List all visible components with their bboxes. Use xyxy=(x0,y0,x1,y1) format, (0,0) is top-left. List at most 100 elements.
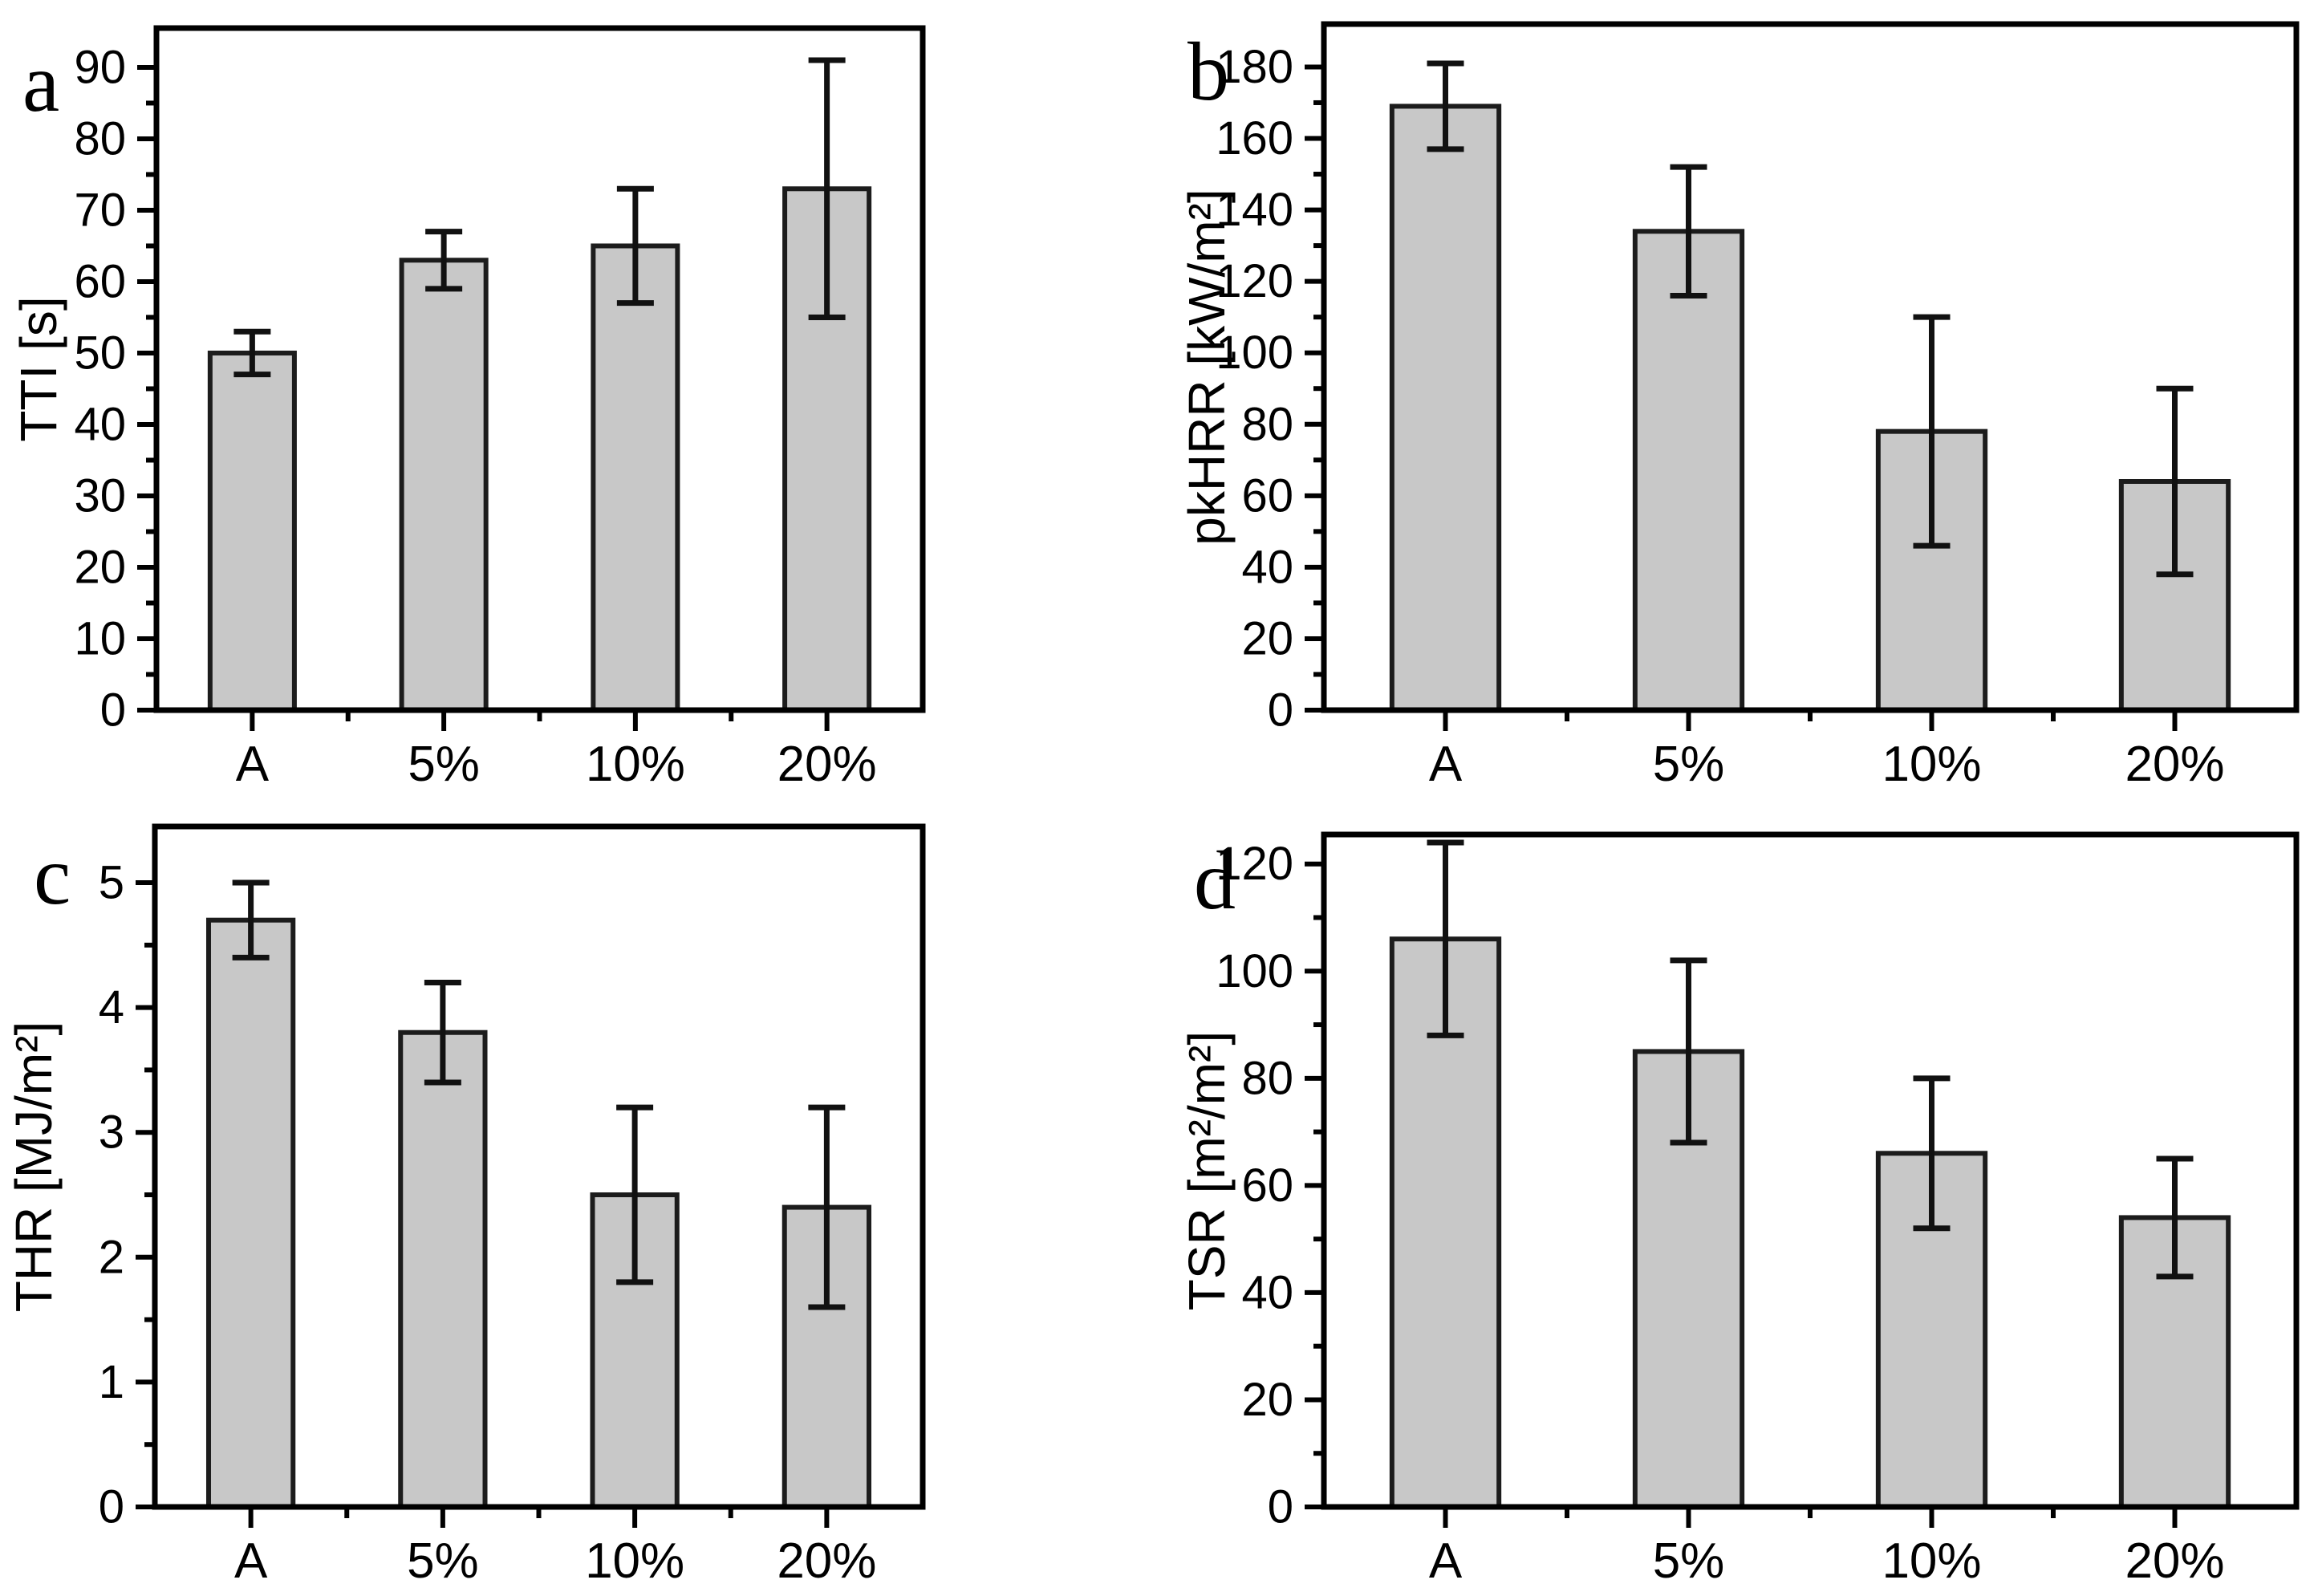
bar-A xyxy=(207,350,297,713)
x-category-label: 5% xyxy=(407,1533,479,1589)
y-tick-label: 90 xyxy=(74,41,126,93)
plot-frame xyxy=(153,25,926,713)
y-tick-label: 1 xyxy=(99,1356,124,1408)
error-bar-10% xyxy=(616,185,654,307)
error-bar-5% xyxy=(425,229,463,292)
y-axis: 0 1 2 3 4 5 xyxy=(99,857,155,1533)
bars xyxy=(1389,936,2231,1510)
bar-5% xyxy=(399,258,489,713)
plot-frame xyxy=(1321,831,2300,1510)
y-tick-label: 140 xyxy=(1216,184,1293,236)
y-tick-label: 0 xyxy=(99,1481,124,1533)
error-bar-10% xyxy=(1913,314,1951,549)
y-tick-label: 50 xyxy=(74,327,126,379)
panel-b: b 0 20 40 60 80 100 120 140 160 180 A 5% 10% 20% pkHRR… xyxy=(1157,0,2314,798)
y-tick-label: 20 xyxy=(1241,1374,1293,1426)
y-tick-label: 180 xyxy=(1216,41,1293,93)
error-bar-A xyxy=(1427,60,1464,152)
y-tick-label: 0 xyxy=(1268,684,1293,737)
y-axis-title: pkHRR [kW/m²] xyxy=(1178,189,1236,545)
x-axis: A 5% 10% 20% xyxy=(234,1507,876,1589)
y-tick-label: 60 xyxy=(1241,1159,1293,1212)
y-axis: 0 20 40 60 80 100 120 xyxy=(1216,838,1324,1533)
y-tick-label: 3 xyxy=(99,1107,124,1159)
panel-a-chart: 0 10 20 30 40 50 60 70 80 90 A 5% 10% 20% TTI [s] xyxy=(10,25,926,792)
y-axis: 0 10 20 30 40 50 60 70 80 90 xyxy=(74,41,156,737)
error-bar-5% xyxy=(1670,164,1707,298)
y-tick-label: 40 xyxy=(1241,541,1293,593)
x-category-label: 5% xyxy=(408,737,480,792)
bar-A xyxy=(205,917,296,1509)
plot-frame xyxy=(1321,21,2300,713)
y-axis: 0 20 40 60 80 100 120 140 160 180 xyxy=(1216,41,1324,737)
y-axis-title: TTI [s] xyxy=(10,296,67,441)
y-tick-label: 40 xyxy=(1241,1266,1293,1318)
y-tick-label: 100 xyxy=(1216,945,1293,997)
bars xyxy=(205,917,872,1509)
y-tick-label: 70 xyxy=(74,184,126,236)
y-axis-title: THR [MJ/m²] xyxy=(5,1021,63,1313)
panel-a-letter: a xyxy=(22,37,60,129)
error-bar-5% xyxy=(1670,957,1707,1146)
panel-d-chart: 0 20 40 60 80 100 120 A 5% 10% 20% TSR [m²/m²] xyxy=(1178,831,2300,1589)
x-category-label: A xyxy=(1429,737,1463,792)
panel-c-chart: 0 1 2 3 4 5 A 5% 10% 20% THR [MJ/m²] xyxy=(5,823,926,1589)
x-category-label: 20% xyxy=(2125,737,2224,792)
y-tick-label: 60 xyxy=(74,255,126,307)
y-tick-label: 80 xyxy=(1241,398,1293,450)
y-tick-label: 20 xyxy=(1241,612,1293,664)
error-bar-20% xyxy=(2156,385,2194,578)
bars xyxy=(207,186,872,713)
x-category-label: 10% xyxy=(585,1533,684,1589)
error-bar-20% xyxy=(808,1104,846,1310)
error-bar-A xyxy=(1427,839,1464,1038)
y-tick-label: 80 xyxy=(74,112,126,164)
x-category-label: 20% xyxy=(2125,1533,2224,1589)
y-tick-label: 4 xyxy=(99,981,124,1034)
y-tick-label: 100 xyxy=(1216,327,1293,379)
x-category-label: 20% xyxy=(777,1533,876,1589)
panel-b-chart: 0 20 40 60 80 100 120 140 160 180 A 5% 10% 20% pkHRR [… xyxy=(1178,21,2300,792)
error-bar-A xyxy=(232,879,270,960)
y-tick-label: 0 xyxy=(1268,1481,1293,1533)
x-category-label: A xyxy=(234,1533,268,1589)
error-bar-10% xyxy=(1913,1075,1951,1232)
panel-d: d 0 20 40 60 80 100 120 A 5% 10% 20% TSR [m²/m²] xyxy=(1157,798,2314,1596)
y-tick-label: 120 xyxy=(1216,255,1293,307)
y-tick-label: 160 xyxy=(1216,112,1293,164)
y-tick-label: 0 xyxy=(100,684,126,737)
x-category-label: 5% xyxy=(1653,737,1725,792)
error-bars xyxy=(1427,60,2194,578)
y-tick-label: 30 xyxy=(74,469,126,522)
error-bar-20% xyxy=(2156,1155,2194,1280)
error-bar-5% xyxy=(424,979,461,1086)
x-category-label: 10% xyxy=(586,737,685,792)
x-axis: A 5% 10% 20% xyxy=(1429,1507,2225,1589)
y-tick-label: 120 xyxy=(1216,838,1293,890)
error-bar-A xyxy=(233,328,271,378)
error-bars xyxy=(1427,839,2194,1280)
y-axis-title: TSR [m²/m²] xyxy=(1178,1031,1236,1310)
x-category-label: 20% xyxy=(777,737,877,792)
x-category-label: 5% xyxy=(1653,1533,1725,1589)
y-tick-label: 60 xyxy=(1241,469,1293,522)
error-bars xyxy=(233,57,846,378)
error-bar-10% xyxy=(616,1104,654,1285)
bar-5% xyxy=(1632,229,1745,713)
panel-b-letter: b xyxy=(1187,26,1229,118)
x-category-label: 10% xyxy=(1882,1533,1981,1589)
y-tick-label: 5 xyxy=(99,857,124,909)
panel-c-letter: c xyxy=(34,830,71,922)
y-tick-label: 10 xyxy=(74,612,126,664)
x-category-label: 10% xyxy=(1882,737,1981,792)
x-category-label: A xyxy=(236,737,270,792)
y-tick-label: 40 xyxy=(74,398,126,450)
error-bars xyxy=(232,879,846,1310)
x-axis: A 5% 10% 20% xyxy=(1429,710,2225,792)
x-axis: A 5% 10% 20% xyxy=(236,710,877,792)
bar-A xyxy=(1389,104,1502,713)
y-tick-label: 80 xyxy=(1241,1052,1293,1104)
x-category-label: A xyxy=(1429,1533,1463,1589)
y-tick-label: 2 xyxy=(99,1231,124,1283)
error-bar-20% xyxy=(808,57,846,320)
